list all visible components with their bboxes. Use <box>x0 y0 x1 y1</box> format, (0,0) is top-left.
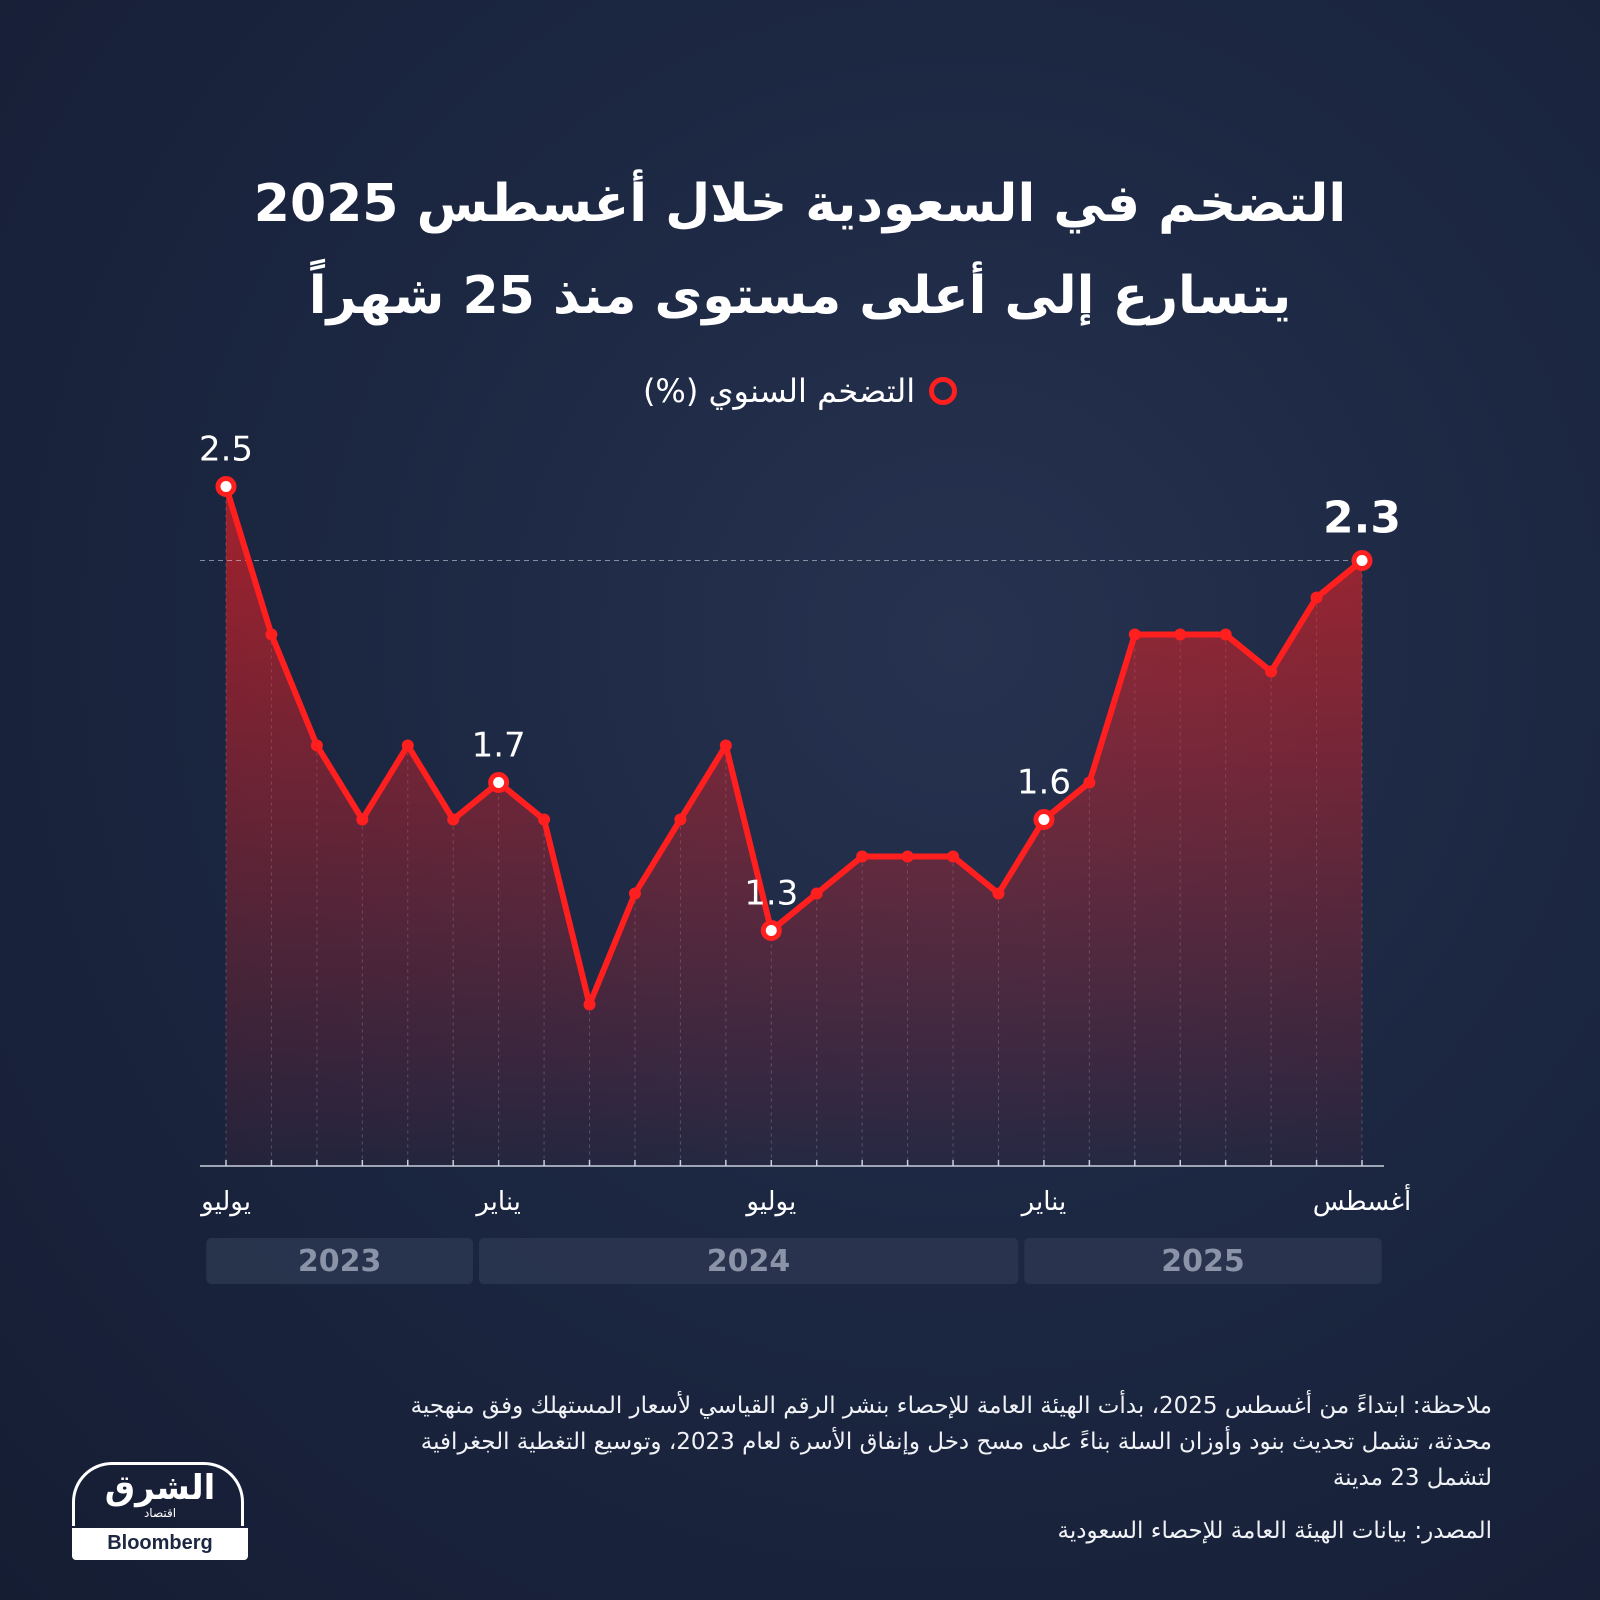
data-point-highlight <box>488 772 510 793</box>
data-label: 2.3 <box>1323 493 1401 544</box>
data-point <box>1310 591 1323 604</box>
x-tick-label: يوليو <box>744 1187 796 1217</box>
legend-label: التضخم السنوي (%) <box>642 372 916 410</box>
logo-brand: الشرق <box>104 1468 216 1508</box>
data-points <box>215 476 1373 1011</box>
x-tick-label: أغسطس <box>1313 1183 1412 1217</box>
data-label: 1.6 <box>1017 763 1071 803</box>
logo-frame <box>72 1462 244 1526</box>
data-label: 1.7 <box>472 726 526 766</box>
source-note: المصدر: بيانات الهيئة العامة للإحصاء الس… <box>1057 1518 1492 1544</box>
x-tick-label: يناير <box>474 1187 521 1217</box>
data-point-highlight <box>1033 809 1055 830</box>
x-axis <box>200 1160 1384 1167</box>
title-line-1: التضخم في السعودية خلال أغسطس 2025 <box>253 174 1347 234</box>
data-point <box>447 813 460 826</box>
data-point <box>719 739 732 752</box>
data-point <box>856 850 869 863</box>
year-band <box>478 1238 1019 1284</box>
logo-bar <box>72 1528 248 1560</box>
year-band <box>1024 1238 1382 1284</box>
series-line <box>223 483 1365 1008</box>
year-label: 2024 <box>707 1244 791 1279</box>
data-point <box>810 887 823 900</box>
data-point <box>1265 665 1278 678</box>
data-point <box>538 813 551 826</box>
x-tick-labels: يوليو يناير يوليو يناير أغسطس <box>199 1183 1411 1217</box>
data-point <box>901 850 914 863</box>
data-label: 2.5 <box>199 430 253 470</box>
data-point-highlight <box>760 920 782 941</box>
data-point <box>401 739 414 752</box>
data-point <box>992 887 1005 900</box>
data-labels: 2.5 1.7 1.3 1.6 2.3 <box>199 430 1401 914</box>
data-point-highlight <box>215 476 237 497</box>
data-point <box>356 813 369 826</box>
data-point <box>947 850 960 863</box>
line-chart: 2.5 1.7 1.3 1.6 2.3 يوليو يناير يوليو يناير أغسط… <box>199 430 1411 1284</box>
x-tick-label: يناير <box>1020 1187 1067 1217</box>
logo-sub: اقتصاد <box>143 1506 177 1520</box>
data-point <box>265 628 278 641</box>
year-label: 2025 <box>1161 1244 1245 1279</box>
area-fill <box>226 486 1362 1166</box>
logo-partner: Bloomberg <box>107 1532 213 1554</box>
data-point-highlight <box>1351 550 1373 571</box>
data-point <box>310 739 323 752</box>
legend: التضخم السنوي (%) <box>500 372 1100 410</box>
data-point <box>628 887 641 900</box>
series-polyline <box>223 483 1365 1008</box>
asharq-bloomberg-logo: الشرق اقتصاد Bloomberg <box>72 1462 248 1560</box>
year-band <box>206 1238 473 1284</box>
data-point <box>1083 776 1096 789</box>
x-tick-label: يوليو <box>199 1187 251 1217</box>
chart-title: التضخم في السعودية خلال أغسطس 2025 يتسار… <box>100 158 1500 342</box>
data-point <box>1174 628 1187 641</box>
area-path <box>226 486 1362 1166</box>
data-point <box>583 998 596 1011</box>
legend-circle-icon <box>929 377 958 405</box>
methodology-note: ملاحظة: ابتداءً من أغسطس 2025، بدأت الهي… <box>410 1393 1492 1491</box>
year-label: 2023 <box>298 1244 382 1279</box>
year-bands: 2023 2024 2025 <box>206 1238 1382 1284</box>
data-label: 1.3 <box>744 874 798 914</box>
data-point <box>1128 628 1141 641</box>
data-point <box>1219 628 1232 641</box>
title-line-2: يتسارع إلى أعلى مستوى منذ 25 شهراً <box>308 266 1292 326</box>
data-point <box>674 813 687 826</box>
